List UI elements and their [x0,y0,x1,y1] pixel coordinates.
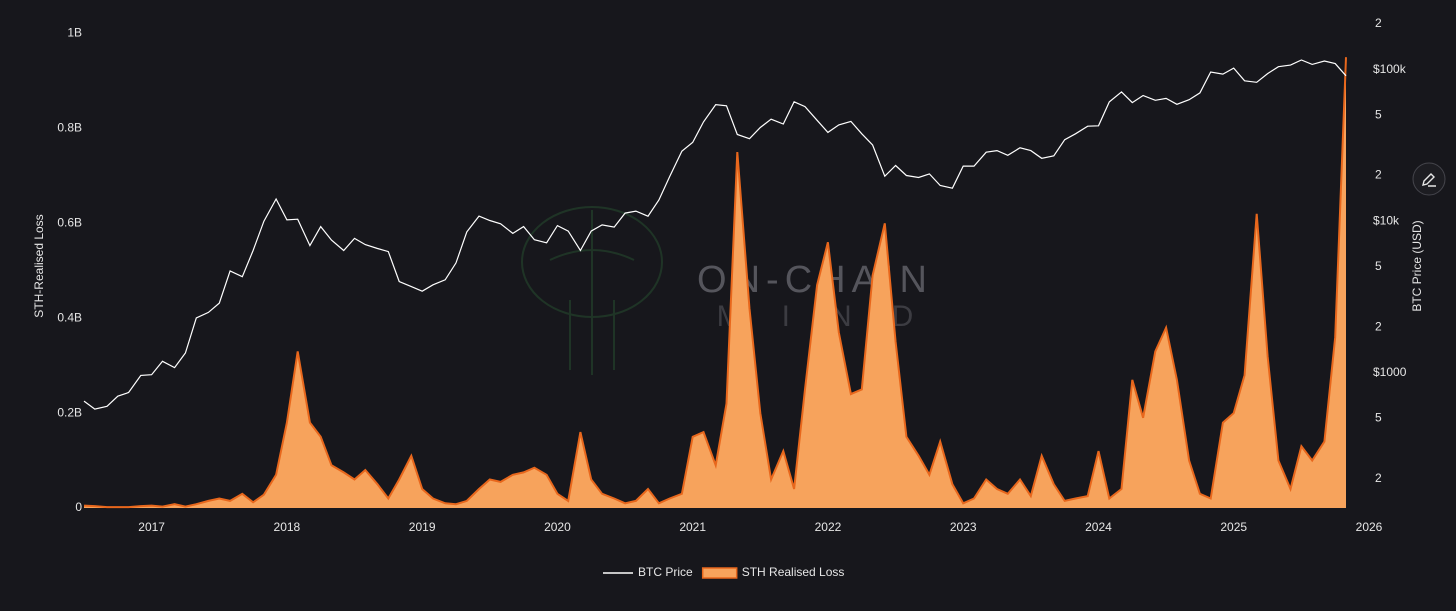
y-tick-label: 0.8B [57,121,82,135]
x-tick-label: 2019 [409,520,436,534]
y2-tick-label: 2 [1375,16,1382,30]
y2-tick-label: 5 [1375,259,1382,273]
y-tick-label: 1B [67,26,82,40]
x-tick-label: 2017 [138,520,165,534]
y2-axis-label: BTC Price (USD) [1410,220,1424,311]
y2-tick-label: 2 [1375,471,1382,485]
y-axis-label: STH-Realised Loss [32,214,46,317]
y2-tick-label: 5 [1375,410,1382,424]
legend-label: STH Realised Loss [742,565,845,579]
y2-tick-label: $10k [1373,213,1400,227]
y-tick-label: 0 [75,500,82,514]
y2-tick-label: $100k [1373,62,1407,76]
x-tick-label: 2026 [1356,520,1383,534]
edit-button[interactable] [1412,162,1446,196]
legend-label: BTC Price [638,565,693,579]
y-tick-label: 0.2B [57,405,82,419]
price-line [83,59,1347,410]
y2-tick-label: $1000 [1373,365,1407,379]
x-tick-label: 2024 [1085,520,1112,534]
edit-icon[interactable] [1422,173,1436,187]
x-tick-label: 2018 [274,520,301,534]
x-tick-label: 2025 [1220,520,1247,534]
edit-button-circle[interactable] [1412,162,1446,196]
legend-swatch [701,567,738,579]
area-fill [84,57,1347,508]
y2-tick-label: 2 [1375,319,1382,333]
y-tick-label: 0.4B [57,310,82,324]
y2-tick-label: 5 [1375,107,1382,121]
x-tick-label: 2022 [815,520,842,534]
y2-tick-label: 2 [1375,168,1382,182]
area-line [83,57,1347,509]
y-tick-label: 0.6B [57,215,82,229]
x-tick-label: 2023 [950,520,977,534]
x-tick-label: 2020 [544,520,571,534]
x-tick-label: 2021 [679,520,706,534]
watermark-logo [521,206,663,375]
